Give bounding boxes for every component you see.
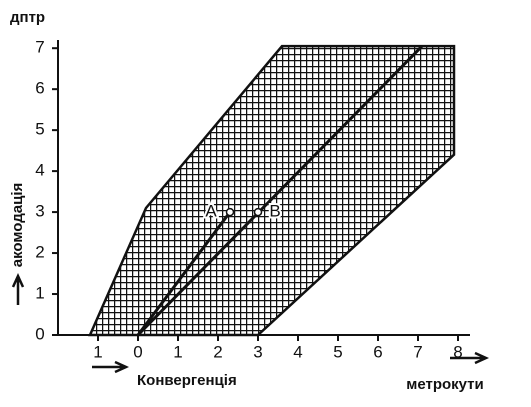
- y-unit: дптр: [10, 9, 45, 26]
- y-tick-label: 1: [35, 284, 44, 303]
- y-tick-label: 6: [35, 79, 44, 98]
- hatched-region: [88, 44, 456, 337]
- y-tick-label: 7: [35, 38, 44, 57]
- point-label: B: [269, 202, 280, 221]
- x-tick-label: 4: [293, 342, 302, 361]
- point-label: A: [205, 202, 217, 221]
- x-axis-label: Конвергенція: [137, 372, 237, 389]
- x-tick-label: 5: [333, 342, 342, 361]
- x-tick-label: 8: [453, 342, 462, 361]
- x-arrow: [92, 360, 130, 374]
- y-arrow: [11, 272, 25, 305]
- x-tick-label: 0: [133, 342, 142, 361]
- x-tick-label: 2: [213, 342, 222, 361]
- y-axis-label: акомодація: [9, 183, 26, 268]
- x-tick-label: 6: [373, 342, 382, 361]
- unit-arrow: [450, 351, 490, 365]
- x-unit: метрокути: [406, 376, 484, 393]
- y-tick-label: 2: [35, 243, 44, 262]
- y-tick-label: 4: [35, 161, 44, 180]
- y-tick-label: 5: [35, 120, 44, 139]
- line: [136, 211, 232, 336]
- x-tick-label: 1: [93, 342, 102, 361]
- x-tick-label: 1: [173, 342, 182, 361]
- point: [253, 207, 263, 217]
- line: [136, 45, 424, 337]
- x-tick-label: 7: [413, 342, 422, 361]
- point: [225, 207, 235, 217]
- x-tick-label: 3: [253, 342, 262, 361]
- y-tick-label: 3: [35, 202, 44, 221]
- y-tick-label: 0: [35, 324, 44, 343]
